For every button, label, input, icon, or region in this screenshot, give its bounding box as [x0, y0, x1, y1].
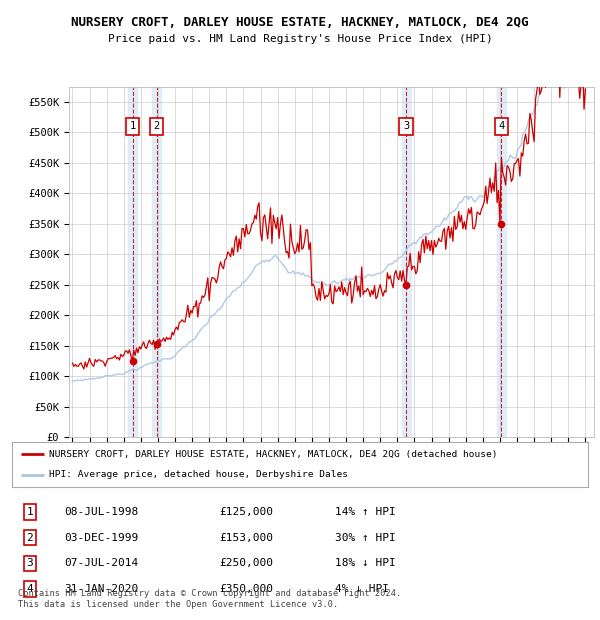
Text: Contains HM Land Registry data © Crown copyright and database right 2024.
This d: Contains HM Land Registry data © Crown c… [18, 590, 401, 609]
Text: 30% ↑ HPI: 30% ↑ HPI [335, 533, 395, 542]
Text: £153,000: £153,000 [220, 533, 274, 542]
Bar [152, 87, 161, 437]
Text: 3: 3 [403, 122, 409, 131]
Text: NURSERY CROFT, DARLEY HOUSE ESTATE, HACKNEY, MATLOCK, DE4 2QG (detached house): NURSERY CROFT, DARLEY HOUSE ESTATE, HACK… [49, 450, 498, 459]
Text: 2: 2 [154, 122, 160, 131]
Bar [497, 87, 506, 437]
Text: 4: 4 [498, 122, 505, 131]
Text: £350,000: £350,000 [220, 584, 274, 594]
Text: £125,000: £125,000 [220, 507, 274, 517]
Text: 1: 1 [130, 122, 136, 131]
Text: 07-JUL-2014: 07-JUL-2014 [64, 559, 138, 569]
Text: HPI: Average price, detached house, Derbyshire Dales: HPI: Average price, detached house, Derb… [49, 470, 349, 479]
Text: 18% ↓ HPI: 18% ↓ HPI [335, 559, 395, 569]
Text: 2: 2 [26, 533, 33, 542]
Text: 3: 3 [26, 559, 33, 569]
Text: 4: 4 [26, 584, 33, 594]
Text: £250,000: £250,000 [220, 559, 274, 569]
Text: 1: 1 [26, 507, 33, 517]
Text: 14% ↑ HPI: 14% ↑ HPI [335, 507, 395, 517]
Text: NURSERY CROFT, DARLEY HOUSE ESTATE, HACKNEY, MATLOCK, DE4 2QG: NURSERY CROFT, DARLEY HOUSE ESTATE, HACK… [71, 16, 529, 29]
Text: 03-DEC-1999: 03-DEC-1999 [64, 533, 138, 542]
Text: 4% ↓ HPI: 4% ↓ HPI [335, 584, 389, 594]
Bar [128, 87, 137, 437]
Bar [402, 87, 410, 437]
Text: Price paid vs. HM Land Registry's House Price Index (HPI): Price paid vs. HM Land Registry's House … [107, 34, 493, 44]
Text: 31-JAN-2020: 31-JAN-2020 [64, 584, 138, 594]
Text: 08-JUL-1998: 08-JUL-1998 [64, 507, 138, 517]
